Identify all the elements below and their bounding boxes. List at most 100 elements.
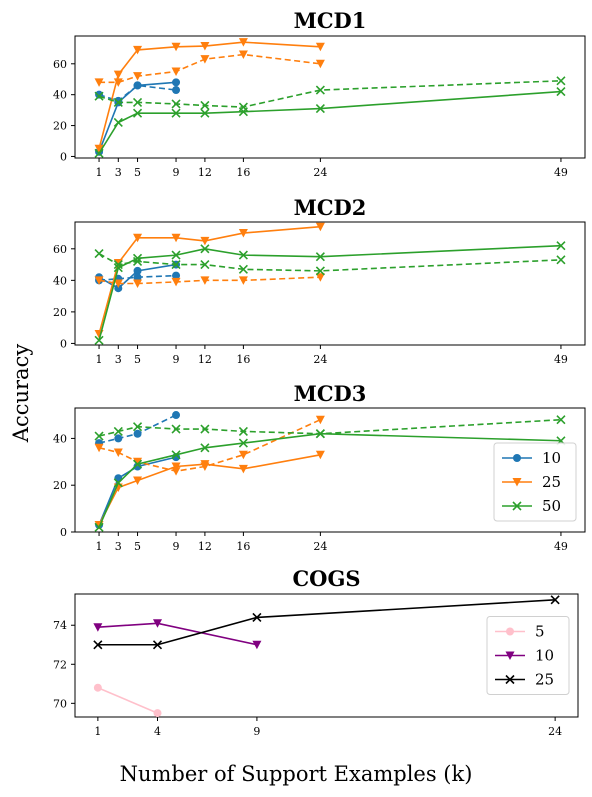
- y-tick-label: 40: [53, 89, 67, 102]
- series-25-solid: [94, 222, 325, 339]
- data-point: [114, 434, 123, 443]
- x-tick-label: 9: [253, 725, 260, 738]
- legend: 10 25 50: [493, 442, 577, 522]
- y-tick-label: 70: [53, 697, 67, 710]
- y-tick-label: 0: [60, 150, 67, 163]
- axes-frame: [74, 35, 586, 159]
- data-point: [133, 81, 142, 90]
- legend-label: 50: [542, 497, 561, 515]
- data-point: [556, 255, 566, 265]
- legend-marker: [506, 627, 514, 636]
- data-point: [556, 241, 566, 251]
- data-point: [238, 464, 248, 474]
- data-point: [153, 619, 163, 628]
- series-line: [98, 79, 561, 108]
- y-axis-label: Accuracy: [9, 344, 33, 444]
- series-line: [97, 599, 556, 646]
- y-tick-label: 20: [53, 120, 67, 133]
- data-point: [132, 97, 143, 107]
- data-point: [94, 443, 104, 453]
- axes-frame: [74, 593, 579, 718]
- x-tick-label: 16: [236, 166, 250, 179]
- data-point: [238, 438, 248, 448]
- x-tick-label: 16: [236, 540, 250, 553]
- x-tick-label: 5: [134, 540, 141, 553]
- data-point: [238, 426, 248, 436]
- x-tick-label: 3: [115, 353, 122, 366]
- data-point: [93, 623, 103, 632]
- data-point: [315, 429, 325, 439]
- series-line: [98, 84, 177, 102]
- x-tick-label: 49: [554, 353, 568, 366]
- series-line: [98, 418, 561, 437]
- data-point: [238, 38, 248, 47]
- x-tick-label: 5: [134, 353, 141, 366]
- data-point: [172, 78, 181, 87]
- legend-marker: [513, 454, 521, 462]
- data-point: [556, 415, 566, 425]
- series-50-dashed: [94, 248, 566, 276]
- y-tick-label: 0: [60, 337, 67, 350]
- series-50-solid: [94, 87, 566, 158]
- data-point: [315, 266, 325, 276]
- data-point: [200, 100, 210, 111]
- series-cogs_25-solid: [93, 595, 560, 650]
- x-axis-label: Number of Support Examples (k): [120, 762, 473, 786]
- data-point: [133, 273, 142, 282]
- data-point: [200, 462, 210, 471]
- data-point: [252, 612, 262, 622]
- x-tick-label: 12: [198, 166, 212, 179]
- data-point: [93, 640, 103, 650]
- series-line: [98, 90, 561, 154]
- x-tick-label: 9: [173, 540, 180, 553]
- data-point: [113, 97, 123, 107]
- data-point: [315, 222, 325, 232]
- series-25-dashed: [94, 273, 325, 288]
- data-point: [200, 443, 210, 453]
- data-point: [94, 522, 104, 532]
- data-point: [238, 276, 248, 285]
- series-50-dashed: [94, 76, 566, 112]
- data-point: [171, 450, 181, 460]
- data-point: [315, 450, 325, 460]
- y-tick-label: 40: [53, 432, 67, 445]
- x-tick-label: 16: [236, 353, 250, 366]
- data-point: [172, 86, 181, 95]
- data-point: [133, 476, 143, 486]
- data-point: [172, 271, 181, 280]
- data-point: [200, 424, 210, 434]
- data-point: [153, 709, 162, 718]
- data-point: [315, 252, 325, 262]
- data-point: [133, 457, 143, 467]
- data-point: [171, 99, 181, 109]
- series-line: [97, 622, 258, 646]
- data-point: [94, 144, 104, 154]
- data-point: [200, 108, 210, 118]
- data-point: [113, 117, 123, 128]
- data-point: [238, 50, 248, 60]
- axes-frame: [74, 407, 586, 533]
- x-tick-label: 49: [554, 540, 568, 553]
- legend-marker: [505, 651, 515, 660]
- x-tick-label: 1: [96, 166, 103, 179]
- y-tick-label: 72: [53, 658, 67, 671]
- data-point: [238, 250, 248, 260]
- data-point: [315, 415, 325, 425]
- legend-marker: [505, 674, 515, 685]
- legend-box: [486, 616, 570, 695]
- data-point: [113, 259, 123, 268]
- data-point: [315, 85, 325, 95]
- legend-label: 5: [535, 623, 545, 641]
- data-point: [113, 426, 123, 436]
- panel-title: MCD1: [294, 8, 367, 33]
- data-point: [238, 229, 248, 238]
- y-tick-label: 60: [53, 243, 67, 256]
- x-tick-label: 3: [115, 540, 122, 553]
- series-line: [98, 432, 561, 528]
- data-point: [133, 266, 142, 275]
- data-point: [171, 108, 181, 118]
- x-tick-label: 49: [554, 166, 568, 179]
- y-tick-label: 74: [53, 619, 67, 632]
- legend-label: 10: [542, 449, 561, 467]
